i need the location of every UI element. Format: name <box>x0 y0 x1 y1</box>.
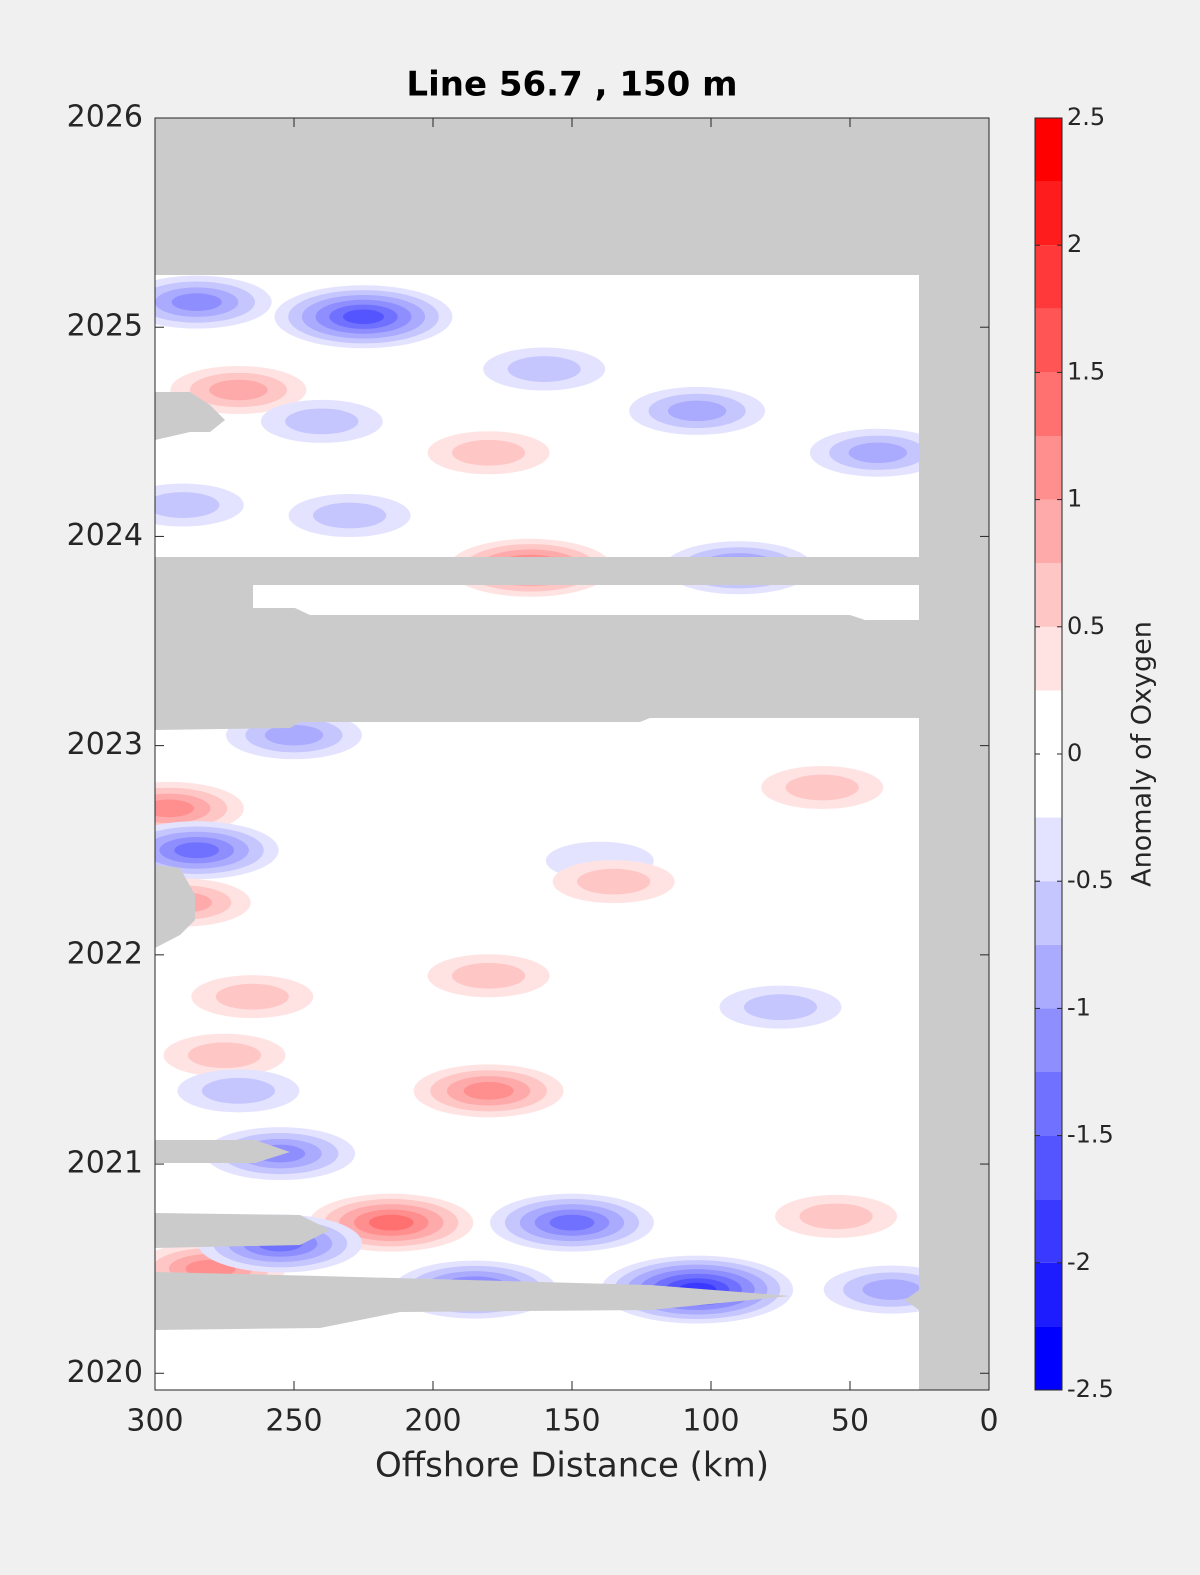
colorbar-tick-label: -2.5 <box>1067 1375 1114 1403</box>
anomaly-contour <box>799 1203 873 1230</box>
anomaly-contour <box>785 774 859 801</box>
colorbar-band <box>1035 118 1062 182</box>
anomaly-contour <box>848 442 907 464</box>
x-tick-label: 200 <box>404 1404 461 1439</box>
missing-region <box>155 865 195 948</box>
anomaly-contour <box>368 1214 414 1231</box>
anomaly-contour <box>155 799 194 818</box>
colorbar-tick-label: 0 <box>1067 739 1082 767</box>
colorbar-band <box>1035 436 1062 500</box>
x-tick-label: 150 <box>543 1404 600 1439</box>
colorbar-tick-label: -1 <box>1067 993 1091 1021</box>
anomaly-contour <box>342 309 385 325</box>
colorbar-tick-label: 1 <box>1067 485 1082 513</box>
colorbar-band <box>1035 881 1062 945</box>
y-tick-label: 2024 <box>67 518 143 553</box>
colorbar-band <box>1035 499 1062 564</box>
colorbar-tick-label: -0.5 <box>1067 866 1114 894</box>
missing-region <box>155 557 920 585</box>
colorbar-band <box>1035 308 1062 373</box>
colorbar-band <box>1035 372 1062 436</box>
colorbar-band <box>1035 563 1062 627</box>
colorbar-tick-label: -2 <box>1067 1248 1091 1276</box>
anomaly-contour <box>174 842 220 859</box>
anomaly-contour <box>452 962 526 989</box>
colorbar-label: Anomaly of Oxygen <box>1127 621 1158 887</box>
colorbar-tick-label: 0.5 <box>1067 612 1105 640</box>
anomaly-contour <box>209 379 268 401</box>
colorbar-band <box>1035 1008 1062 1072</box>
anomaly-contour <box>507 356 581 382</box>
colorbar-tick-label: 2 <box>1067 230 1082 258</box>
anomaly-contour <box>549 1214 595 1231</box>
anomaly-contour <box>862 1279 921 1300</box>
colorbar-band <box>1035 1199 1062 1263</box>
x-tick-label: 300 <box>126 1404 183 1439</box>
anomaly-contour <box>187 1042 262 1069</box>
colorbar-band <box>1035 626 1062 691</box>
colorbar-tick-label: 1.5 <box>1067 357 1105 385</box>
missing-region <box>905 1290 919 1310</box>
x-tick-label: 50 <box>831 1404 869 1439</box>
colorbar-band <box>1035 1072 1062 1136</box>
anomaly-contour <box>285 408 359 435</box>
colorbar-band <box>1035 1326 1062 1390</box>
missing-region <box>155 118 989 275</box>
anomaly-contour <box>201 1077 275 1104</box>
colorbar: -2.5 -2 -1.5 -1 -0.5 0 0.5 1 1.5 2 2.5 <box>1034 103 1114 1403</box>
anomaly-contour <box>264 724 324 746</box>
missing-data <box>155 118 989 1390</box>
x-tick-label: 0 <box>979 1404 998 1439</box>
colorbar-band <box>1035 944 1062 1009</box>
missing-region <box>155 608 919 730</box>
x-tick-label: 100 <box>682 1404 739 1439</box>
missing-region <box>155 1272 790 1330</box>
anomaly-contour <box>463 1081 514 1100</box>
colorbar-tick-label: -1.5 <box>1067 1121 1114 1149</box>
colorbar-tick-label: 2.5 <box>1067 103 1105 131</box>
colorbar-band <box>1035 245 1062 309</box>
anomaly-contour <box>155 492 220 518</box>
anomaly-contour <box>452 439 526 466</box>
y-tick-label: 2021 <box>67 1146 143 1181</box>
anomaly-contour <box>313 502 387 529</box>
chart-title: Line 56.7 , 150 m <box>406 65 737 105</box>
x-tick-label: 250 <box>265 1404 322 1439</box>
y-tick-label: 2023 <box>67 727 143 762</box>
anomaly-contour <box>743 994 818 1021</box>
missing-region <box>155 1213 330 1248</box>
missing-region <box>155 1140 290 1163</box>
missing-region <box>155 392 225 440</box>
anomaly-contour <box>171 293 222 311</box>
colorbar-band <box>1035 817 1062 882</box>
y-tick-label: 2025 <box>67 309 143 344</box>
x-axis-label: Offshore Distance (km) <box>375 1446 769 1486</box>
colorbar-band <box>1035 1262 1062 1327</box>
y-tick-label: 2020 <box>67 1355 143 1390</box>
missing-region <box>919 118 989 1390</box>
anomaly-contour <box>215 983 289 1010</box>
colorbar-band <box>1035 1135 1062 1200</box>
anomaly-contour <box>667 400 727 422</box>
colorbar-band <box>1035 181 1062 246</box>
colorbar-band <box>1035 754 1062 818</box>
y-tick-label: 2022 <box>67 936 143 971</box>
anomaly-contour <box>577 868 651 895</box>
colorbar-band <box>1035 690 1062 754</box>
y-tick-label: 2026 <box>67 100 143 135</box>
